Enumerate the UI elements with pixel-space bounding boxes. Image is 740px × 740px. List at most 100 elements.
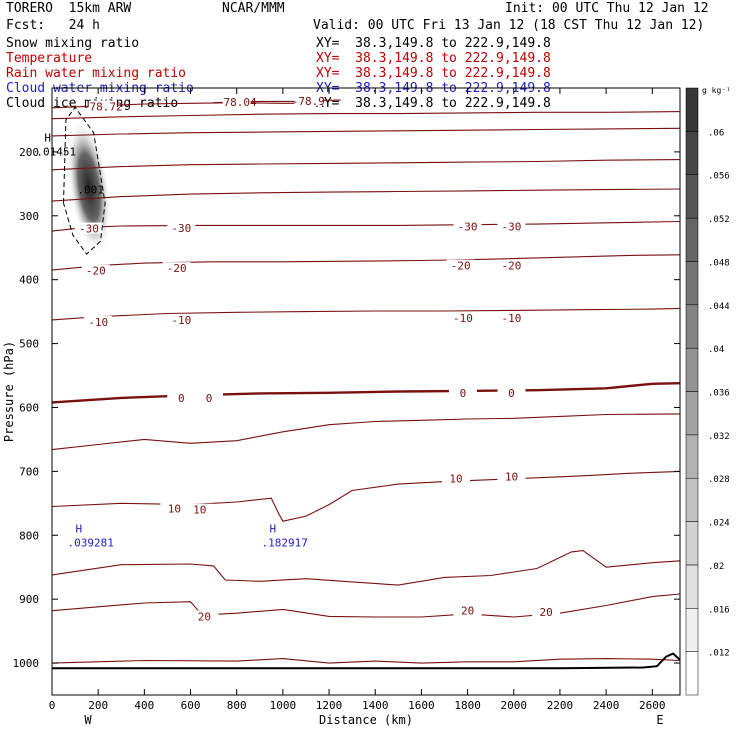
valid-time: Valid: 00 UTC Fri 13 Jan 12 (18 CST Thu … [313,18,705,33]
contour-label-mask [162,262,191,274]
contour-label-mask [195,391,223,403]
contour-label: 10 [449,472,462,485]
x-tick-label: 2400 [593,699,620,712]
colorbar-tick-label: .032 [708,432,730,442]
colorbar-segment [685,217,699,262]
contour-label-mask [532,605,561,617]
contour-label-mask [185,503,214,515]
contour-label: -78.04 [217,96,257,109]
colorbar-unit: g kg⁻¹ [702,86,731,95]
contour-label-mask [190,610,219,622]
contour-label: -30 [502,221,522,234]
colorbar-segment [685,564,699,609]
temperature-contour [51,127,681,137]
contour-label: 0 [508,387,515,400]
colorbar-tick-label: .016 [708,605,730,615]
snow-shading-layer [67,120,111,254]
x-tick-label: 400 [134,699,154,712]
contour-label-mask [448,312,477,324]
contour-label-mask [84,315,113,327]
field-xy-range: XY= 38.3,149.8 to 222.9,149.8 [316,51,551,66]
y-axis-title: Pressure (hPa) [2,341,16,442]
contour-label-mask [442,472,471,484]
colorbar-segment [685,521,699,566]
colorbar-tick-label: .036 [708,389,730,399]
x-tick-label: 200 [88,699,108,712]
contour-label-mask [167,221,196,233]
contour-label: 20 [461,605,474,618]
east-label: E [656,713,663,727]
colorbar-segment [685,304,699,349]
y-tick-label: 400 [19,274,39,287]
contour-label: 10 [505,470,518,483]
contour-label: -10 [171,314,191,327]
contour-label-mask [497,386,526,398]
contour-label: -78.9 [292,95,325,108]
contour-label: -78.72 [83,101,123,114]
colorbar-segment [685,261,699,306]
contour-label: -10 [453,312,473,325]
temperature-contour [51,593,681,618]
y-tick-label: 800 [19,529,39,542]
high-marker-value: .182917 [262,537,308,550]
cloud-ice-layer: .001 [63,106,106,255]
y-tick-label: 200 [19,146,39,159]
colorbar-segment [685,477,699,522]
contour-label: -10 [88,316,108,329]
contour-label: 10 [168,502,181,515]
colorbar-tick-label: .02 [708,562,724,572]
colorbar-tick-label: .044 [708,302,730,312]
colorbar-tick-label: .056 [708,172,730,182]
contour-label-mask [88,100,117,112]
x-tick-label: 1000 [270,699,297,712]
colorbar-tick-label: .028 [708,475,730,485]
colorbar-tick-label: .024 [708,519,730,529]
high-marker: H [76,523,83,536]
x-tick-label: 1800 [454,699,481,712]
contour-label: -20 [86,265,106,278]
contour-label: -30 [458,221,478,234]
x-tick-label: 800 [227,699,247,712]
temperature-contour [51,413,681,451]
temperature-contour [51,254,681,271]
contour-label: -30 [171,222,191,235]
contour-label-mask [497,470,526,482]
contour-label: -10 [502,312,522,325]
contour-label: -30 [79,223,99,236]
contour-label-mask [497,220,526,232]
colorbar-segment [685,347,699,392]
colorbar-segment [685,174,699,219]
colorbar-segment [685,434,699,479]
colorbar-tick-label: .048 [708,258,730,268]
contour-label-mask [74,222,103,234]
contour-label: -20 [451,260,471,273]
center-title: NCAR/MMM [222,1,285,16]
field-name: Snow mixing ratio [6,36,140,51]
colorbar-tick-label: .052 [708,215,730,225]
x-tick-label: 600 [181,699,201,712]
contour-label-mask [446,259,475,271]
field-name: Rain water mixing ratio [6,66,187,81]
contour-label-mask [453,220,482,232]
terrain-line [52,652,681,670]
temperature-contour [51,307,681,321]
y-tick-label: 1000 [13,657,40,670]
contour-label: -20 [502,260,522,273]
west-label: W [84,713,92,727]
colorbar-segment [685,87,699,132]
field-xy-range: XY= 38.3,149.8 to 222.9,149.8 [316,66,551,81]
temperature-contour-layer: -78.72 -78.04 -78.9 -30 -30 -30 -30 -20 -20 -20 -2… [51,94,681,664]
colorbar-tick-label: .04 [708,345,724,355]
snow-shading [67,120,111,254]
contour-label: 0 [178,392,185,405]
temperature-contour [51,382,681,404]
colorbar-segment [685,391,699,436]
temperature-contour [51,159,681,171]
x-tick-label: 1200 [316,699,343,712]
x-axis-title: Distance (km) [319,713,413,727]
x-tick-label: 2600 [639,699,666,712]
colorbar: .012 .016 .02 .024 .028 .032 .036 .04 .044 .048 .0… [685,86,731,696]
x-tick-label: 2000 [501,699,528,712]
colorbar-segment [685,131,699,175]
